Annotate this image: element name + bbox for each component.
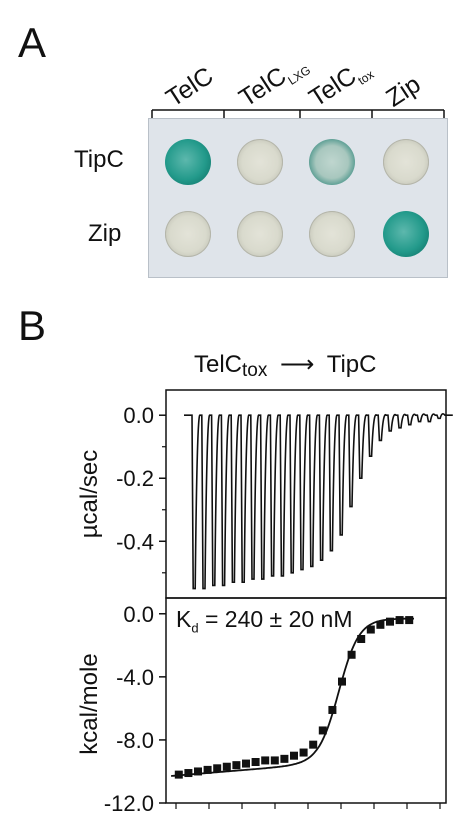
- data-point: [270, 756, 279, 765]
- y-tick-label: -8.0: [116, 728, 154, 753]
- data-point: [232, 761, 241, 770]
- spot-zip-telc-tox: [309, 211, 355, 257]
- data-point: [203, 765, 212, 774]
- data-point: [184, 769, 193, 778]
- raw-thermogram: [184, 412, 453, 590]
- spot-zip-telc: [165, 211, 211, 257]
- plot-frames: [165, 389, 447, 804]
- data-point: [318, 726, 327, 735]
- row-label-zip: Zip: [88, 220, 122, 247]
- y-tick-label: 0.0: [123, 403, 154, 428]
- row-label-tipc: TipC: [74, 146, 124, 173]
- data-point: [366, 625, 375, 634]
- y-tick-label: -4.0: [116, 665, 154, 690]
- data-point: [242, 759, 250, 768]
- spot-zip-zip: [383, 211, 429, 257]
- data-point: [174, 770, 183, 779]
- panel-letter-b: B: [18, 302, 47, 349]
- spot-zip-telc-lxg: [237, 211, 283, 257]
- data-point: [338, 677, 346, 686]
- data-point: [405, 616, 414, 625]
- spot-tipc-telc-tox: [309, 139, 355, 185]
- axis-ticks: 0.0 -0.2 -0.4 0.0 -4.0 -8.0 -12.0: [104, 403, 441, 816]
- data-point: [213, 764, 222, 773]
- kd-annotation: Kd = 240 ± 20 nM: [176, 606, 353, 636]
- data-point: [222, 762, 231, 771]
- data-point: [299, 748, 308, 757]
- y-tick-label: -12.0: [104, 791, 154, 816]
- data-point: [347, 650, 356, 659]
- agar-plate: [148, 118, 448, 278]
- data-point: [386, 617, 394, 626]
- panel-letter-a: A: [18, 19, 47, 66]
- fit-plot-frame: [165, 597, 447, 804]
- binding-isotherm: [171, 616, 414, 779]
- data-point: [261, 756, 270, 765]
- thermogram-trace: [184, 412, 453, 590]
- data-point: [376, 620, 385, 629]
- spot-tipc-telc: [165, 139, 211, 185]
- spot-tipc-zip: [383, 139, 429, 185]
- data-point: [280, 754, 289, 763]
- itc-title: TelCtox ⟶ TipC: [194, 351, 377, 381]
- data-point: [395, 616, 404, 625]
- y-tick-label: 0.0: [123, 602, 154, 627]
- data-point: [357, 635, 366, 643]
- y-tick-label: -0.2: [116, 466, 154, 491]
- column-tick-bar: [151, 109, 445, 118]
- y-tick-label: -0.4: [116, 529, 154, 554]
- data-point: [194, 767, 202, 776]
- data-point: [290, 751, 298, 760]
- spot-tipc-telc-lxg: [237, 139, 283, 185]
- data-point: [328, 705, 337, 714]
- data-point: [309, 740, 318, 749]
- data-point: [251, 758, 260, 766]
